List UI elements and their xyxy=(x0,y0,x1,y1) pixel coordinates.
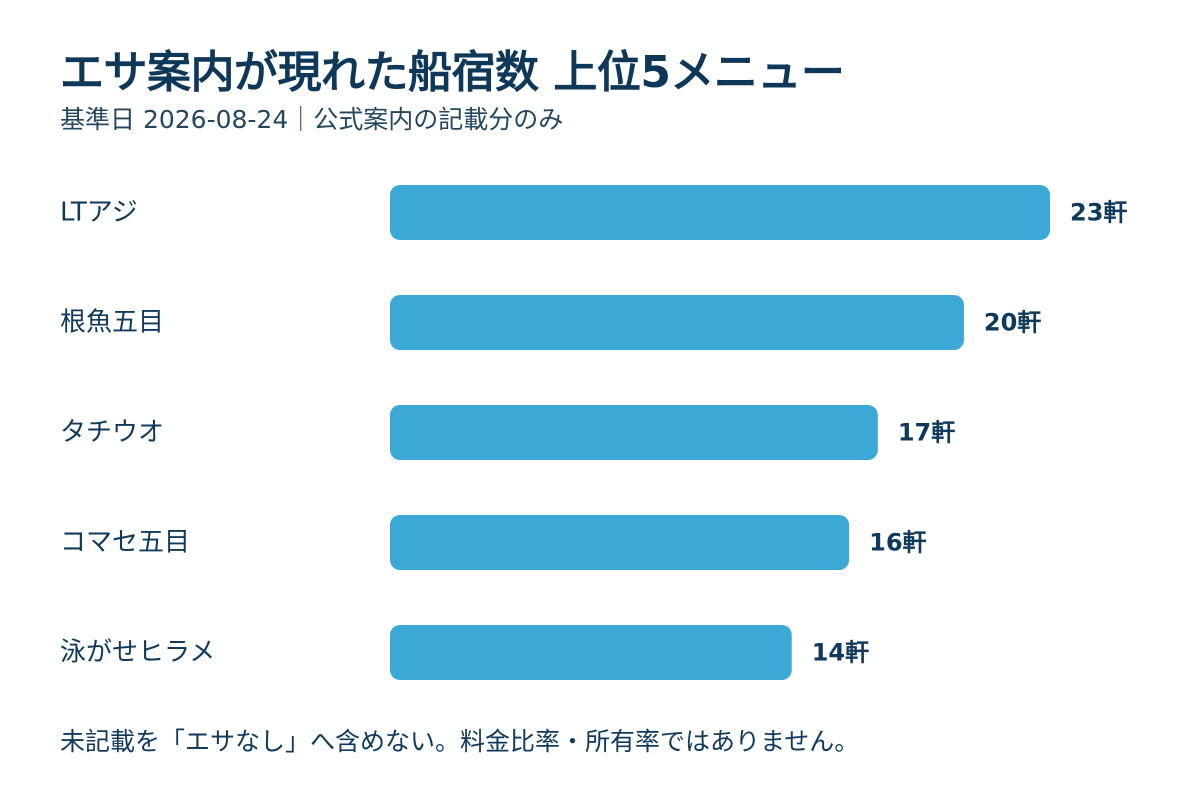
bar xyxy=(390,405,878,460)
value-label: 20軒 xyxy=(984,309,1041,337)
value-label: 14軒 xyxy=(812,639,869,667)
category-label: 泳がせヒラメ xyxy=(60,638,215,668)
category-label: タチウオ xyxy=(60,418,164,448)
value-label: 16軒 xyxy=(869,529,926,557)
chart-footnote: 未記載を「エサなし」へ含めない。料金比率・所有率ではありません。 xyxy=(60,727,860,756)
chart-subtitle: 基準日 2026-08-24｜公式案内の記載分のみ xyxy=(60,105,564,134)
bar xyxy=(390,515,850,570)
bar xyxy=(390,185,1050,240)
category-label: コマセ五目 xyxy=(60,528,190,558)
category-label: 根魚五目 xyxy=(60,308,164,338)
value-label: 17軒 xyxy=(898,419,955,447)
category-label: LTアジ xyxy=(60,198,138,228)
value-label: 23軒 xyxy=(1070,199,1127,227)
bar xyxy=(390,625,792,680)
chart-title: エサ案内が現れた船宿数 上位5メニュー xyxy=(60,47,845,98)
bar xyxy=(390,295,964,350)
